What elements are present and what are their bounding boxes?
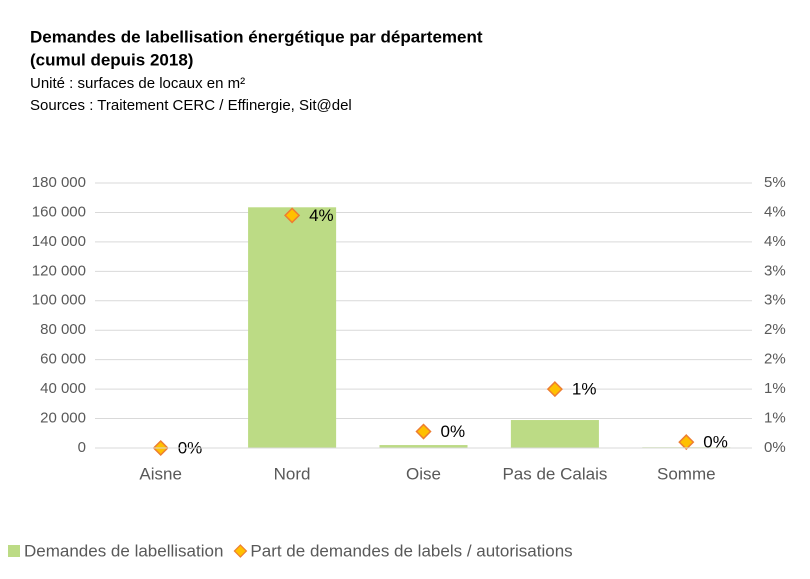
y-tick-label: 120 000 [32, 262, 86, 279]
y-tick-label: 80 000 [40, 321, 86, 338]
chart-title: (cumul depuis 2018) [30, 50, 193, 69]
y2-tick-label: 2% [764, 351, 786, 368]
y-tick-label: 40 000 [40, 380, 86, 397]
marker [678, 434, 695, 451]
y-tick-label: 160 000 [32, 203, 86, 220]
bar [379, 445, 468, 448]
marker [415, 423, 432, 440]
y-tick-label: 140 000 [32, 233, 86, 250]
bar [510, 420, 599, 448]
y-tick-label: 180 000 [32, 174, 86, 191]
y2-tick-label: 1% [764, 380, 786, 397]
chart-subtitle: Sources : Traitement CERC / Effinergie, … [30, 97, 352, 114]
data-label: 0% [703, 433, 728, 452]
legend-swatch [233, 544, 248, 558]
legend-label: Demandes de labellisation [24, 541, 223, 560]
x-tick-label: Somme [657, 464, 716, 483]
y2-tick-label: 2% [764, 321, 786, 338]
chart-title: Demandes de labellisation énergétique pa… [30, 27, 483, 46]
y2-tick-label: 3% [764, 262, 786, 279]
x-tick-label: Nord [274, 464, 311, 483]
marker [284, 207, 301, 224]
y2-tick-label: 3% [764, 292, 786, 309]
data-label: 1% [572, 380, 597, 399]
data-label: 0% [441, 422, 466, 441]
data-label: 4% [309, 206, 334, 225]
y-tick-label: 20 000 [40, 410, 86, 427]
y2-tick-label: 5% [764, 174, 786, 191]
bar [248, 207, 337, 448]
y-tick-label: 0 [78, 439, 86, 456]
y2-tick-label: 0% [764, 439, 786, 456]
x-tick-label: Aisne [139, 464, 182, 483]
y2-tick-label: 4% [764, 203, 786, 220]
y-tick-label: 60 000 [40, 351, 86, 368]
x-tick-label: Pas de Calais [502, 464, 607, 483]
y-tick-label: 100 000 [32, 292, 86, 309]
x-tick-label: Oise [406, 464, 441, 483]
legend-swatch [8, 545, 20, 557]
legend-label: Part de demandes de labels / autorisatio… [250, 541, 572, 560]
y2-tick-label: 4% [764, 233, 786, 250]
y2-tick-label: 1% [764, 410, 786, 427]
chart-subtitle: Unité : surfaces de locaux en m² [30, 75, 245, 92]
marker [546, 381, 563, 398]
